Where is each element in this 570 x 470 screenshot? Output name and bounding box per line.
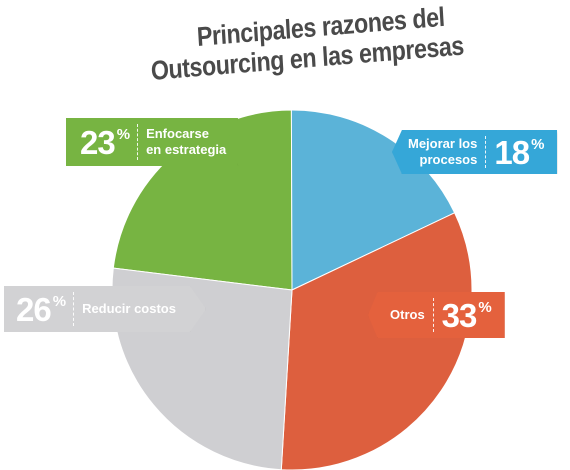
slice-label-otros: Otros xyxy=(390,307,425,322)
slice-label-reducir: Reducir costos xyxy=(82,301,176,316)
pie-slice-mejorar xyxy=(290,109,456,291)
slice-value-number: 33 xyxy=(441,296,478,334)
slice-value-mejorar: 18% xyxy=(494,133,544,171)
label-tag-mejorar: Mejorar los procesos 18% xyxy=(392,130,558,174)
pie-slice-otros xyxy=(280,212,473,470)
slice-label-mejorar: Mejorar los procesos xyxy=(408,136,477,168)
slice-label-line: en estrategia xyxy=(146,142,227,157)
slice-value-number: 23 xyxy=(80,123,116,161)
slice-value-number: 18 xyxy=(494,133,530,171)
label-tag-otros: Otros 33% xyxy=(368,292,505,338)
slice-label-line: procesos xyxy=(419,152,478,167)
slice-value-number: 26 xyxy=(16,290,52,328)
label-tag-reducir: 26% Reducir costos xyxy=(4,286,206,332)
percent-symbol: % xyxy=(52,292,66,310)
tag-divider xyxy=(73,292,75,326)
slice-label-line: Mejorar los xyxy=(408,136,478,151)
percent-symbol: % xyxy=(531,135,544,153)
tag-divider xyxy=(485,136,487,168)
tag-divider xyxy=(432,298,434,332)
slice-value-enfocarse: 23% xyxy=(80,123,130,161)
percent-symbol: % xyxy=(116,125,130,143)
slice-value-reducir: 26% xyxy=(16,290,66,328)
slice-value-otros: 33% xyxy=(441,296,492,334)
percent-symbol: % xyxy=(478,298,491,316)
tag-divider xyxy=(137,124,139,160)
slice-label-line: Enfocarse xyxy=(146,126,209,141)
slice-label-enfocarse: Enfocarse en estrategia xyxy=(146,126,226,158)
label-tag-enfocarse: 23% Enfocarse en estrategia xyxy=(66,118,239,166)
